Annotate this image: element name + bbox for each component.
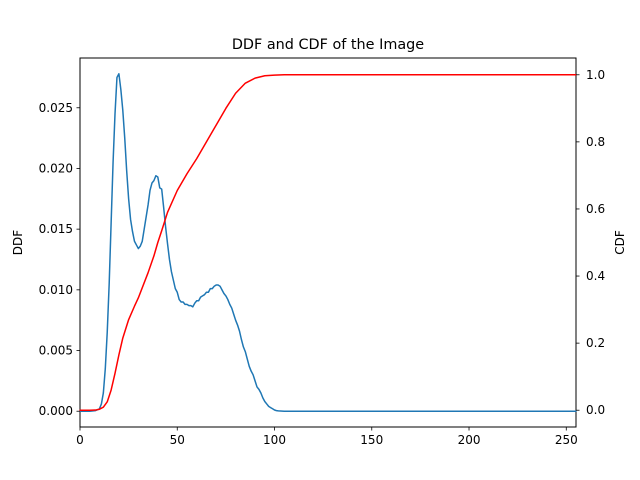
x-tick-label: 200 bbox=[458, 433, 481, 447]
left-tick-label: 0.000 bbox=[39, 404, 73, 418]
x-tick-label: 100 bbox=[263, 433, 286, 447]
left-tick-label: 0.020 bbox=[39, 161, 73, 175]
x-axis-ticks: 0 50 100 150 200 250 bbox=[76, 427, 578, 447]
left-axis-label: DDF bbox=[11, 230, 25, 255]
series-layer bbox=[79, 73, 577, 412]
right-tick-label: 0.8 bbox=[586, 135, 605, 149]
chart-title: DDF and CDF of the Image bbox=[232, 37, 424, 53]
right-tick-label: 0.4 bbox=[586, 269, 605, 283]
x-tick-label: 0 bbox=[76, 433, 84, 447]
right-tick-label: 0.6 bbox=[586, 202, 605, 216]
right-tick-label: 1.0 bbox=[586, 68, 605, 82]
right-axis-ticks: 0.0 0.2 0.4 0.6 0.8 1.0 bbox=[576, 68, 605, 417]
x-tick-label: 150 bbox=[360, 433, 383, 447]
left-tick-label: 0.010 bbox=[39, 283, 73, 297]
right-tick-label: 0.2 bbox=[586, 336, 605, 350]
left-tick-label: 0.005 bbox=[39, 344, 73, 358]
cdf-line bbox=[79, 74, 577, 411]
left-tick-label: 0.025 bbox=[39, 101, 73, 115]
right-tick-label: 0.0 bbox=[586, 403, 605, 417]
plot-frame bbox=[79, 57, 577, 428]
ddf-line bbox=[79, 73, 577, 412]
right-axis-label: CDF bbox=[613, 230, 627, 255]
x-tick-label: 250 bbox=[555, 433, 578, 447]
left-axis-ticks: 0.000 0.005 0.010 0.015 0.020 0.025 bbox=[39, 101, 80, 418]
left-tick-label: 0.015 bbox=[39, 222, 73, 236]
plot-area bbox=[79, 57, 577, 428]
x-tick-label: 50 bbox=[170, 433, 185, 447]
